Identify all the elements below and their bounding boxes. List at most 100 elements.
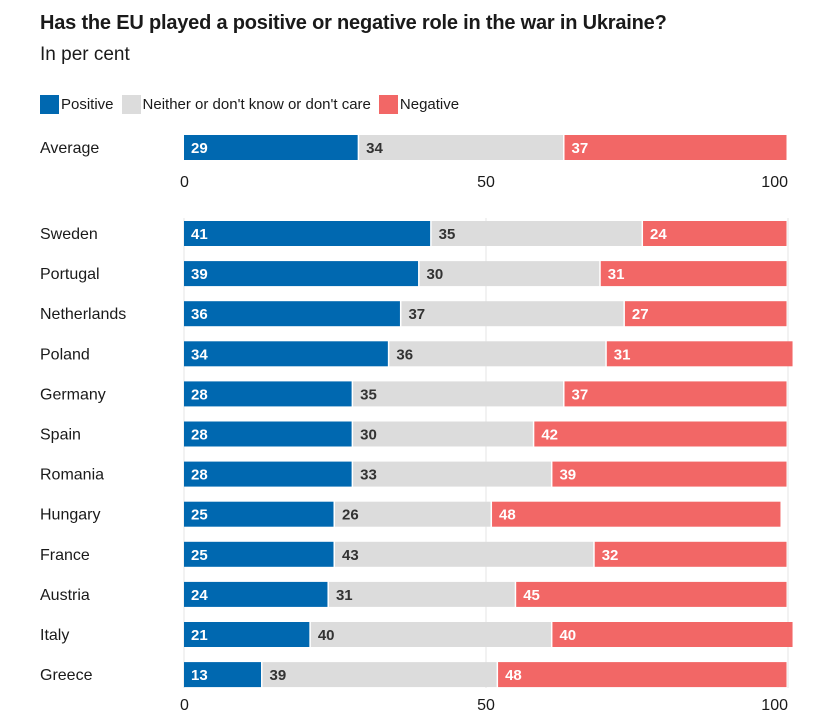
main-axis-tick-label: 0 [180,697,189,714]
legend-swatch-positive [40,95,59,114]
bar-neither [335,541,594,567]
bar-positive [184,501,334,527]
bar-neither [431,221,642,246]
bar-neither [359,135,564,160]
category-label: Hungary [40,507,100,524]
legend-label-positive: Positive [61,96,114,113]
bar-negative [564,135,787,160]
data-label: 36 [396,346,413,363]
data-label: 48 [499,507,516,524]
bar-positive [184,541,334,567]
legend-item-negative: Negative [378,95,460,114]
data-label: 39 [191,266,208,283]
category-label: France [40,547,90,564]
bar-positive [184,622,310,647]
average-axis-tick-label: 50 [477,174,495,191]
data-label: 39 [270,667,287,684]
bar-negative [516,581,787,607]
category-label: Greece [40,667,93,684]
bar-positive [184,301,400,327]
data-label: 42 [541,427,558,444]
data-label: 30 [427,266,444,283]
bar-negative [552,461,787,487]
bar-negative [552,622,793,647]
data-label: 24 [650,226,667,243]
category-label: Germany [40,386,106,403]
legend-item-positive: Positive [40,95,114,114]
legend-swatch-neither [121,95,141,114]
data-label: 40 [559,627,576,644]
data-label: 37 [572,386,589,403]
data-label: 36 [191,306,208,323]
data-label: 27 [632,306,649,323]
data-label: 31 [336,587,353,604]
category-label: Spain [40,427,81,444]
bar-positive [184,341,388,367]
category-label: Italy [40,627,69,644]
average-axis-tick-label: 0 [180,174,189,191]
bar-negative [624,301,787,327]
data-label: 32 [602,547,619,564]
category-label: Average [40,140,99,157]
bar-negative [492,501,781,527]
data-label: 48 [505,667,522,684]
data-label: 13 [191,667,208,684]
data-label: 25 [191,507,208,524]
data-label: 21 [191,627,208,644]
main-axis-tick-label: 50 [477,697,495,714]
bar-neither [262,662,497,688]
data-label: 33 [360,467,377,484]
category-label: Portugal [40,266,100,283]
data-label: 41 [191,226,208,243]
bar-negative [534,421,787,447]
chart-subtitle: In per cent [40,44,130,65]
average-axis-tick-label: 100 [761,174,788,191]
data-label: 39 [559,467,576,484]
category-label: Sweden [40,226,98,243]
data-label: 34 [191,346,208,363]
data-label: 29 [191,140,208,157]
data-label: 34 [366,140,383,157]
bar-neither [401,301,624,327]
bar-positive [184,461,352,487]
data-label: 35 [439,226,456,243]
legend-swatch-negative [378,95,398,114]
bar-positive [184,581,328,607]
bar-neither [353,381,564,407]
bar-positive [184,381,352,407]
bar-neither [310,622,551,647]
main-axis-tick-label: 100 [761,697,788,714]
bar-positive [184,135,358,160]
bar-negative [643,221,787,246]
data-label: 31 [614,346,631,363]
bar-negative [498,662,787,688]
data-label: 31 [608,266,625,283]
data-label: 40 [318,627,335,644]
bar-negative [564,381,787,407]
data-label: 26 [342,507,359,524]
bar-negative [606,341,793,367]
category-label: Austria [40,587,90,604]
data-label: 43 [342,547,359,564]
data-label: 28 [191,427,208,444]
bar-positive [184,261,419,287]
data-label: 37 [572,140,589,157]
bar-neither [353,461,551,487]
bar-negative [600,261,787,287]
legend-label-negative: Negative [399,96,460,113]
data-label: 24 [191,587,208,604]
data-label: 28 [191,386,208,403]
legend-item-neither: Neither or don't know or don't care [121,95,371,114]
data-label: 28 [191,467,208,484]
category-label: Poland [40,346,90,363]
bar-neither [353,421,533,447]
category-label: Romania [40,467,104,484]
bar-neither [419,261,600,287]
chart-title: Has the EU played a positive or negative… [40,12,667,34]
bar-neither [335,501,491,527]
bar-neither [389,341,606,367]
legend-label-neither: Neither or don't know or don't care [142,96,371,113]
data-label: 45 [523,587,540,604]
data-label: 25 [191,547,208,564]
